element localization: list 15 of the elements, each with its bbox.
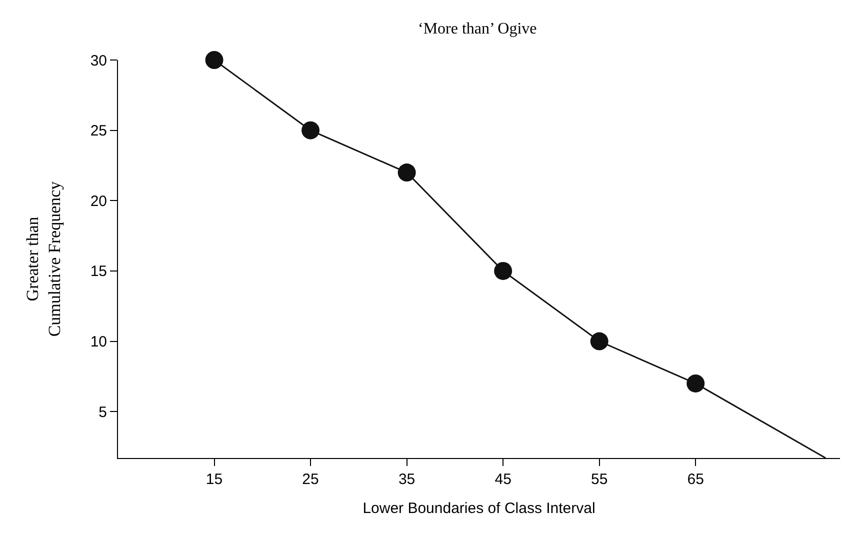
x-tick-label: 25 [302, 471, 319, 488]
y-axis-title: Greater than Cumulative Frequency [22, 180, 64, 337]
chart-title: ‘More than’ Ogive [418, 20, 537, 38]
y-tick-label: 5 [98, 404, 107, 421]
x-tick-label: 55 [590, 471, 608, 488]
y-tick-label: 30 [90, 52, 107, 70]
x-axis-title: Lower Boundaries of Class Interval [362, 500, 596, 517]
y-tick-label: 10 [90, 334, 107, 351]
x-tick-label: 15 [206, 471, 223, 488]
y-tick-label: 20 [90, 192, 107, 210]
y-tick-label: 25 [90, 122, 107, 140]
x-tick-label: 35 [398, 471, 416, 488]
x-tick-label: 45 [494, 471, 512, 488]
y-tick-label: 15 [90, 263, 107, 280]
x-tick-label: 65 [687, 471, 704, 488]
